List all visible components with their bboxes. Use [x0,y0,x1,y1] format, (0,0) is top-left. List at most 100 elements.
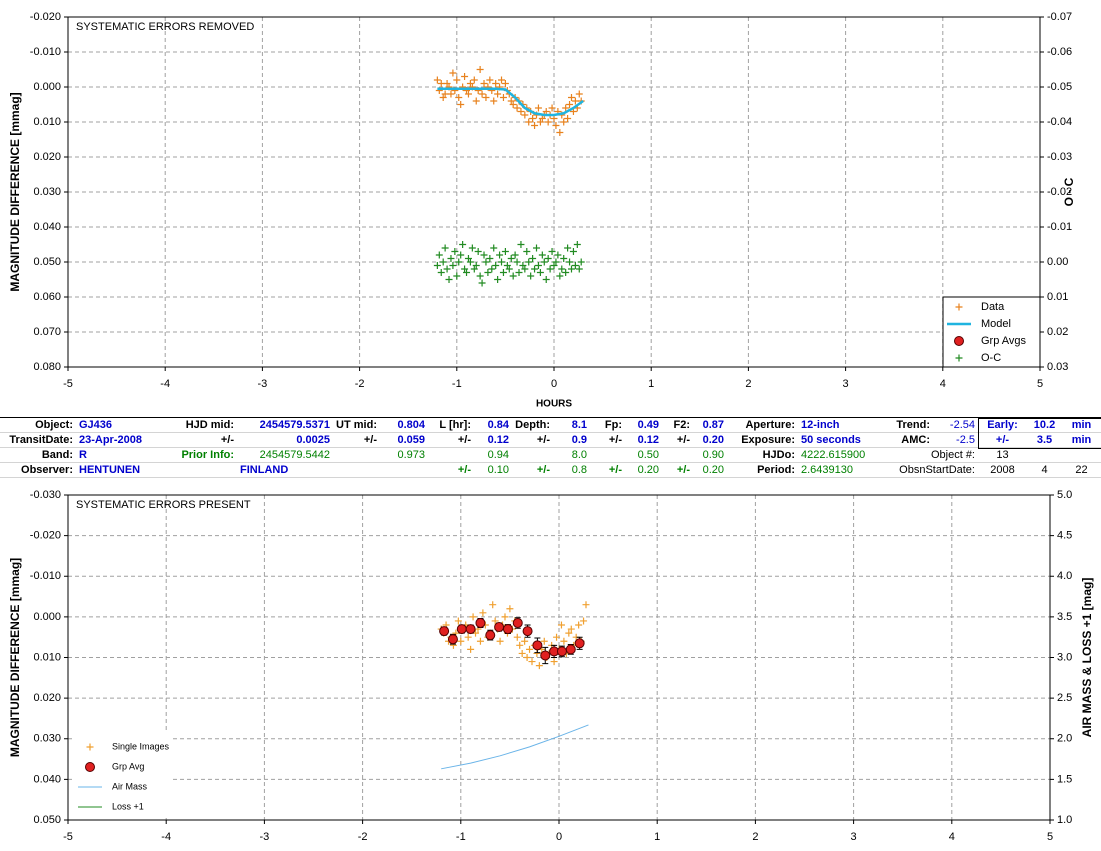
table-cell: 0.94 [474,448,512,463]
table-cell: R [76,448,175,463]
cell-text: Early: [987,419,1018,431]
data-point [499,269,507,276]
cell-text: 0.50 [637,449,659,461]
cell-text: GJ436 [79,419,113,431]
table-cell: +/- [662,463,693,478]
x-tick-label: -5 [63,831,73,843]
y-tick-label: 0.080 [33,361,61,373]
data-point [498,76,506,84]
cell-text: HJDo: [762,449,795,461]
data-point [475,617,486,628]
data-point [496,637,504,645]
cell-text: Band: [41,449,73,461]
cell-text: 0.059 [397,434,425,446]
data-point [534,262,542,269]
data-point [566,258,574,266]
table-cell [333,463,380,478]
x-tick-label: -1 [452,378,462,390]
data-point [507,255,515,262]
x-tick-label: 2 [752,831,758,843]
data-point [552,122,560,129]
data-point [564,244,572,252]
data-point [513,633,521,641]
table-cell: Exposure: [727,433,798,448]
y-tick-label: 0.050 [33,814,61,826]
table-cell: 0.804 [380,418,428,433]
cell-text: 0.973 [397,449,425,461]
table-cell: 0.8 [553,463,590,478]
data-point [455,94,463,101]
data-point [533,244,541,252]
data-point [456,624,467,635]
data-point [502,624,513,635]
data-point [560,637,568,645]
x-tick-label: 1 [648,378,654,390]
cell-text: 0.49 [637,419,659,431]
y-tick-label: 0.000 [33,81,61,93]
y-tick-label: -0.020 [30,530,61,542]
x-tick-label: 1 [654,831,660,843]
data-point [474,248,482,255]
table-cell: 0.84 [474,418,512,433]
table-cell [860,448,933,463]
table-cell: 2454579.5442 [237,448,333,463]
y2-axis-title: O - C [1062,177,1076,206]
y2-tick-label: 1.5 [1057,773,1072,785]
x-tick-label: 3 [851,831,857,843]
cell-text: +/- [676,464,690,476]
data-point [516,641,524,649]
data-point [479,609,487,617]
y-tick-label: -0.010 [30,570,61,582]
cell-text: UT mid: [336,419,377,431]
cell-text: +/- [676,434,690,446]
data-point [485,630,496,641]
chart-title: SYSTEMATIC ERRORS PRESENT [76,499,251,511]
table-cell: Band: [0,448,76,463]
data-point [445,276,453,283]
data-point [451,248,459,255]
table-cell: AMC: [860,433,933,448]
cell-text: Object: [35,419,73,431]
table-cell: 0.973 [380,448,428,463]
data-point [577,258,585,266]
x-tick-label: -5 [63,378,73,390]
y-axis-title: MAGNITUDE DIFFERENCE [mmag] [8,92,22,291]
legend-label: Air Mass [112,781,148,791]
data-point [490,244,498,252]
legend-label: Grp Avg [112,761,144,771]
table-cell: HJDo: [727,448,798,463]
table-cell: 3.5 [1027,433,1062,448]
data-point [580,617,588,625]
data-point [443,265,451,273]
table-cell: Observer: [0,463,76,478]
legend-swatch [954,336,964,346]
data-point [525,118,533,126]
x-tick-label: 2 [745,378,751,390]
y-tick-label: 0.040 [33,773,61,785]
data-point [540,258,548,266]
cell-text: 0.8 [571,464,587,476]
y-tick-label: 0.000 [33,611,61,623]
data-point [501,613,509,621]
table-cell: 50 seconds [798,433,861,448]
data-point [571,262,579,269]
table-cell: Aperture: [727,418,798,433]
table-cell: +/- [333,433,380,448]
table-cell: +/- [428,433,474,448]
cell-text: +/- [363,434,377,446]
cell-text: -2.5 [956,434,975,446]
cell-text: 12-inch [801,419,840,431]
data-point [575,90,583,98]
legend-swatch [86,743,94,751]
y-tick-label: 0.020 [33,151,61,163]
table-cell: +/- [512,463,553,478]
data-point [505,265,513,273]
data-point [455,258,463,266]
cell-text: 13 [996,449,1009,461]
y2-tick-label: 2.5 [1057,692,1072,704]
plot-border [67,16,1041,368]
data-point [517,108,525,115]
data-point [476,66,484,73]
data-point [569,248,577,255]
cell-text: +/- [536,464,550,476]
